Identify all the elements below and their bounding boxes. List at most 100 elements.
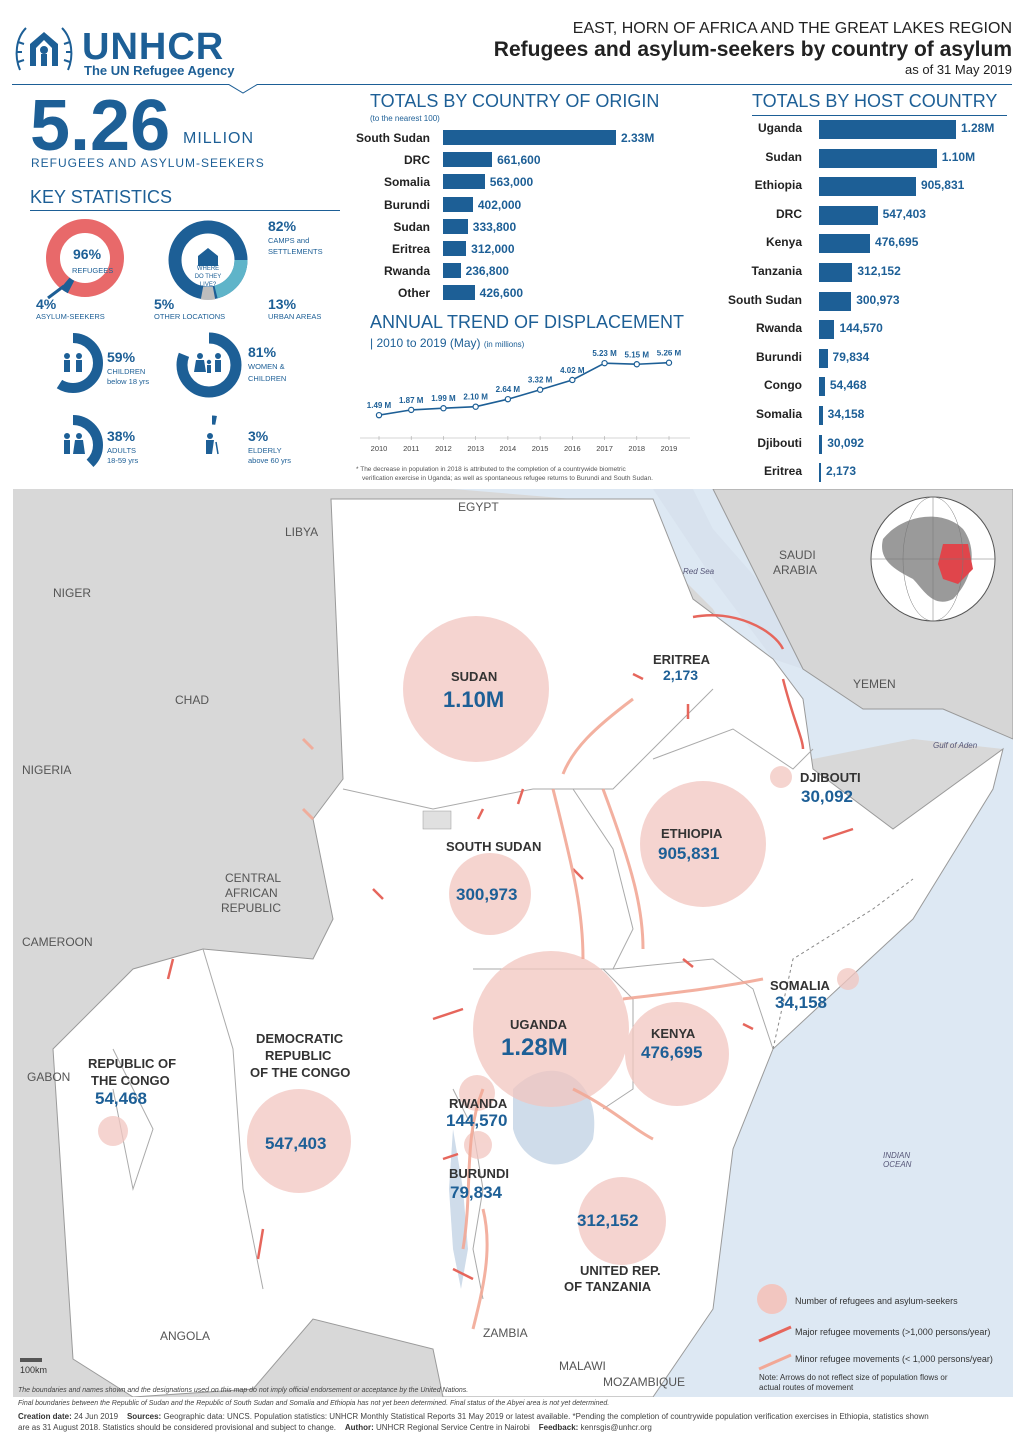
host-label: Rwanda <box>755 321 802 336</box>
asylum-label: ASYLUM-SEEKERS <box>36 312 105 321</box>
south-sudan-value: 300,973 <box>456 885 518 904</box>
trend-tick-label: 2010 <box>371 444 388 453</box>
key-statistics-title: KEY STATISTICS <box>30 187 173 207</box>
trend-line-chart: 1.49 M 2010 1.87 M 2011 1.99 M 2012 2.10 M 2013… <box>360 350 690 453</box>
south-sudan-name: SOUTH SUDAN <box>446 839 542 854</box>
djibouti-value: 30,092 <box>801 787 853 806</box>
label-libya: LIBYA <box>285 525 319 539</box>
origin-value: 312,000 <box>471 242 515 256</box>
origin-value: 2.33M <box>621 131 655 145</box>
other-label: OTHER LOCATIONS <box>154 312 226 321</box>
total-headline-unit: MILLION <box>183 130 255 147</box>
host-label: Sudan <box>765 149 802 164</box>
trend-point <box>665 359 673 366</box>
kenya-value: 476,695 <box>641 1043 703 1062</box>
unhcr-logo-icon <box>15 27 73 71</box>
origin-bar <box>443 174 485 190</box>
trend-tick-label: 2018 <box>628 444 645 453</box>
label-cameroon: CAMEROON <box>22 935 93 949</box>
origin-bar <box>443 152 493 168</box>
trend-data-label: 4.02 M <box>560 366 585 375</box>
report-date: as of 31 May 2019 <box>905 62 1012 77</box>
label-car-2: AFRICAN <box>225 886 278 900</box>
children-label1: CHILDREN <box>107 367 146 376</box>
trend-point <box>504 395 512 403</box>
label-car-3: REPUBLIC <box>221 901 282 915</box>
trend-data-label: 2.64 M <box>496 385 521 394</box>
host-bar <box>819 377 825 397</box>
tanzania-name-2: OF TANZANIA <box>564 1279 652 1294</box>
origin-label: Burundi <box>384 197 430 212</box>
key-statistics-rule <box>30 210 340 211</box>
trend-bar-icon: | <box>370 336 377 350</box>
drc-name-1: DEMOCRATIC <box>256 1031 344 1046</box>
legend-circle-label: Number of refugees and asylum-seekers <box>795 1296 958 1306</box>
creation-date: 24 Jun 2019 <box>74 1412 119 1421</box>
uganda-value: 1.28M <box>501 1034 568 1061</box>
label-mozambique: MOZAMBIQUE <box>603 1375 686 1389</box>
host-bar <box>819 291 852 311</box>
ethiopia-value: 905,831 <box>658 844 720 863</box>
adults-label1: ADULTS <box>107 446 137 455</box>
origin-label: Sudan <box>393 219 430 234</box>
trend-point <box>408 406 415 414</box>
label-egypt: EGYPT <box>458 500 499 514</box>
label-malawi: MALAWI <box>559 1359 606 1373</box>
sudan-name: SUDAN <box>451 669 498 684</box>
origin-bar <box>443 285 475 301</box>
origin-label: Eritrea <box>391 242 430 256</box>
creation-label: Creation date: <box>18 1412 72 1421</box>
trend-unit: (in millions) <box>483 340 525 349</box>
host-bar <box>819 263 853 282</box>
host-value: 54,468 <box>829 378 867 393</box>
origin-bar <box>443 241 467 256</box>
label-nigeria: NIGERIA <box>22 763 72 777</box>
host-value: 1.28M <box>961 121 995 135</box>
origin-value: 426,600 <box>479 286 524 301</box>
refugees-donut <box>46 219 124 300</box>
host-bar-chart: Uganda 1.28M Sudan 1.10M Ethiopia 905,831 DRC 5… <box>720 120 1010 490</box>
disclaimer-1: The boundaries and names shown and the d… <box>18 1387 469 1394</box>
children-pct: 59% <box>107 349 136 365</box>
refugees-label: REFUGEES <box>72 266 114 275</box>
origin-value: 402,000 <box>477 197 522 212</box>
trend-series-line <box>378 361 670 416</box>
trend-tick-label: 2013 <box>467 444 484 453</box>
page-title: Refugees and asylum-seekers by country o… <box>493 38 1012 61</box>
trend-point <box>601 359 608 367</box>
legend-note: Note: Arrows do not reflect size of popu… <box>759 1373 948 1392</box>
label-angola: ANGOLA <box>160 1329 211 1343</box>
somalia-value: 34,158 <box>775 993 827 1012</box>
regional-map: LIBYA EGYPT NIGER CHAD SAUDI ARABIA YEME… <box>13 488 1014 1398</box>
logo-subtitle: The UN Refugee Agency <box>84 63 235 78</box>
adults-label2: 18-59 yrs <box>107 456 139 465</box>
host-value: 79,834 <box>832 349 870 364</box>
host-bar <box>819 406 823 425</box>
host-label: Ethiopia <box>754 178 802 193</box>
uganda-name: UGANDA <box>510 1017 568 1032</box>
drc-value: 547,403 <box>265 1134 327 1153</box>
disclaimer-2: Final boundaries between the Republic of… <box>18 1400 610 1407</box>
total-headline-value: 5.26 <box>30 86 171 166</box>
origin-label: South Sudan <box>356 131 430 145</box>
asylum-pct: 4% <box>36 296 57 312</box>
legend-minor-label: Minor refugee movements (< 1,000 persons… <box>795 1354 993 1364</box>
trend-point <box>569 376 576 384</box>
roc-name-2: THE CONGO <box>91 1073 170 1088</box>
children-label2: below 18 yrs <box>107 377 150 386</box>
trend-data-label: 3.32 M <box>528 376 553 385</box>
label-gulf-of-aden: Gulf of Aden <box>933 741 978 750</box>
women-label2: CHILDREN <box>248 374 287 383</box>
trend-tick-label: 2012 <box>435 444 452 453</box>
header-notch-icon <box>228 84 258 94</box>
origin-value: 236,800 <box>465 264 509 279</box>
trend-tick-label: 2016 <box>564 444 581 453</box>
feedback-email: kenrsgis@unhcr.org <box>580 1423 652 1432</box>
host-label: Eritrea <box>763 464 802 479</box>
elderly-donut <box>185 415 239 468</box>
trend-tick-label: 2014 <box>500 444 517 453</box>
origin-bar <box>443 263 461 279</box>
scale-label: 100km <box>20 1365 48 1375</box>
rwanda-value: 144,570 <box>446 1111 508 1130</box>
roc-name-1: REPUBLIC OF <box>88 1056 177 1071</box>
